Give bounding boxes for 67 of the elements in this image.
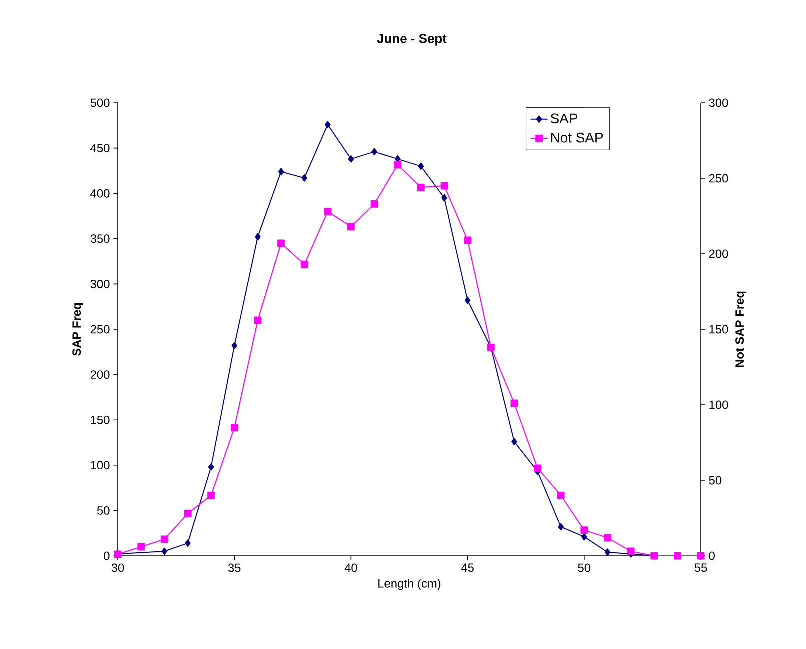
point (232, 342, 238, 350)
point (324, 121, 331, 128)
y2-tick-label: 300 (709, 98, 728, 108)
point (348, 155, 354, 163)
y2-tick-label: 150 (710, 325, 728, 334)
y-tick-label: 300 (90, 280, 110, 288)
x-tick-label: 30 (112, 564, 124, 572)
y-tick-label: 350 (90, 234, 110, 244)
x-tick-label: 55 (694, 564, 708, 572)
point (512, 438, 518, 446)
point (254, 316, 262, 324)
point (208, 492, 215, 500)
point (370, 200, 378, 208)
y-tick-label: 150 (91, 416, 110, 424)
point (160, 536, 168, 544)
point (300, 260, 308, 268)
y-axis-title: SAP Freq (72, 303, 84, 356)
x-axis-title: Length (cm) (378, 579, 441, 590)
point (348, 223, 355, 231)
point (582, 533, 588, 541)
point (138, 543, 146, 551)
point (372, 148, 378, 156)
point (302, 174, 308, 182)
point (510, 400, 518, 408)
point (255, 233, 261, 241)
point (534, 464, 542, 472)
y-tick-label: 400 (90, 189, 110, 198)
point (208, 464, 214, 471)
y-tick-label: 250 (90, 325, 110, 334)
y-tick-label: 50 (97, 506, 110, 515)
point (627, 548, 635, 556)
x-tick-label: 50 (578, 564, 591, 572)
point (184, 510, 192, 518)
point (557, 492, 565, 500)
point (464, 296, 471, 304)
point (558, 523, 564, 531)
y2-tick-label: 50 (709, 476, 722, 485)
x-tick-label: 35 (228, 564, 241, 572)
point (442, 194, 448, 202)
point (324, 208, 332, 216)
y-tick-label: 200 (90, 370, 110, 380)
point (418, 162, 424, 170)
y2-tick-label: 200 (709, 250, 728, 258)
x-tick-label: 45 (461, 564, 474, 572)
point (230, 424, 238, 432)
point (162, 548, 168, 556)
point (278, 240, 285, 248)
y2-tick-label: 250 (709, 174, 728, 183)
y2-axis-title: Not SAP Freq (736, 292, 746, 368)
y2-tick-label: 100 (710, 400, 728, 410)
point (278, 168, 284, 176)
point (185, 540, 191, 548)
x-tick-label: 40 (344, 564, 358, 572)
point (580, 526, 588, 534)
point (604, 534, 612, 542)
legend-label: Not SAP (551, 132, 604, 143)
y2-tick-label: 0 (709, 552, 715, 560)
chart-title: June - Sept (377, 34, 447, 46)
point (394, 161, 402, 169)
y-tick-label: 450 (90, 144, 110, 153)
y-tick-label: 0 (104, 552, 110, 560)
point (604, 548, 611, 556)
y-tick-label: 100 (91, 461, 110, 470)
y-tick-label: 500 (90, 98, 110, 108)
point (464, 236, 472, 244)
point (440, 182, 448, 190)
point (417, 184, 425, 192)
